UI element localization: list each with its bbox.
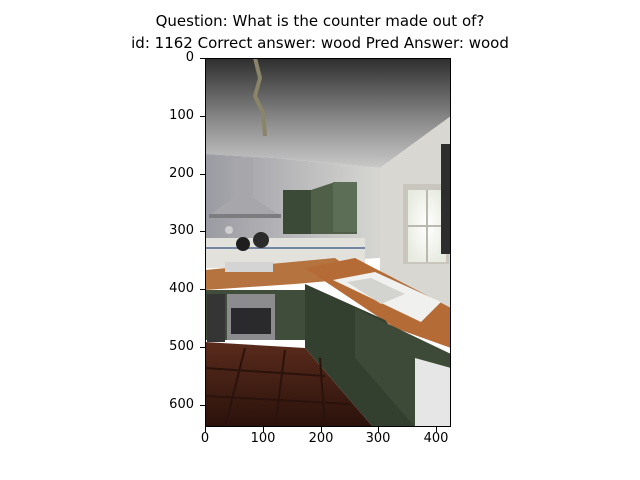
y-tick-mark xyxy=(200,174,205,175)
kitchen-photo xyxy=(205,58,451,427)
x-tick-label: 0 xyxy=(200,431,210,446)
y-tick-mark xyxy=(200,231,205,232)
x-tick-mark xyxy=(263,427,264,432)
x-tick-mark xyxy=(205,427,206,432)
y-tick-label: 300 xyxy=(169,223,194,238)
y-tick-label: 600 xyxy=(169,397,194,412)
y-tick-mark xyxy=(200,347,205,348)
y-tick-label: 200 xyxy=(169,166,194,181)
y-tick-mark xyxy=(200,289,205,290)
x-tick-mark xyxy=(436,427,437,432)
x-tick-mark xyxy=(378,427,379,432)
figure-title-line-2: id: 1162 Correct answer: wood Pred Answe… xyxy=(131,34,509,52)
x-tick-label: 100 xyxy=(250,431,276,446)
y-tick-mark xyxy=(200,58,205,59)
y-tick-mark xyxy=(200,405,205,406)
x-tick-label: 200 xyxy=(308,431,334,446)
y-tick-label: 400 xyxy=(169,281,194,296)
y-tick-mark xyxy=(200,116,205,117)
y-tick-label: 100 xyxy=(169,108,194,123)
x-tick-mark xyxy=(321,427,322,432)
figure-title-line-1: Question: What is the counter made out o… xyxy=(155,12,485,30)
y-tick-label: 0 xyxy=(185,50,194,65)
y-tick-label: 500 xyxy=(169,339,194,354)
x-tick-label: 400 xyxy=(423,431,449,446)
x-tick-label: 300 xyxy=(365,431,391,446)
